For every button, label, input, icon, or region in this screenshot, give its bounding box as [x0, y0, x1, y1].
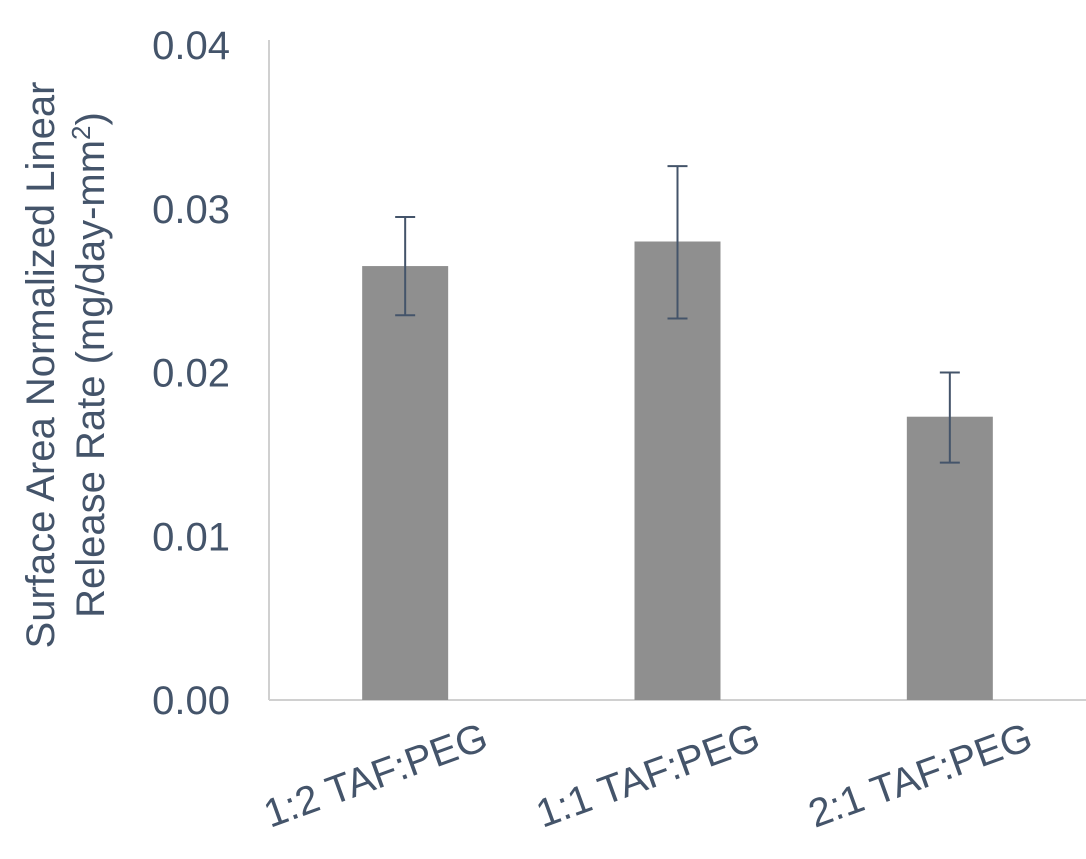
- x-tick-label: 2:1 TAF:PEG: [803, 715, 1038, 836]
- bar: [362, 266, 449, 700]
- x-tick-label: 1:2 TAF:PEG: [258, 715, 493, 836]
- y-tick-label: 0.02: [152, 352, 230, 396]
- error-bars: [395, 165, 960, 464]
- error-bar: [667, 165, 688, 320]
- y-axis-title-line2: Release Rate (mg/day-mm2): [66, 112, 113, 618]
- y-tick-labels: 0.00 0.01 0.02 0.03 0.04: [152, 24, 230, 723]
- y-tick-label: 0.04: [152, 24, 230, 68]
- y-tick-label: 0.03: [152, 188, 230, 232]
- y-axis-title-line1: Surface Area Normalized Linear: [19, 82, 63, 649]
- bar: [906, 416, 993, 700]
- error-bar: [395, 215, 416, 317]
- x-tick-label: 1:1 TAF:PEG: [531, 715, 766, 836]
- y-tick-label: 0.01: [152, 515, 230, 559]
- error-bar: [939, 371, 960, 464]
- y-tick-label: 0.00: [152, 679, 230, 723]
- y-axis-title: Surface Area Normalized Linear Release R…: [19, 82, 113, 649]
- x-tick-labels: 1:2 TAF:PEG 1:1 TAF:PEG 2:1 TAF:PEG: [258, 715, 1038, 836]
